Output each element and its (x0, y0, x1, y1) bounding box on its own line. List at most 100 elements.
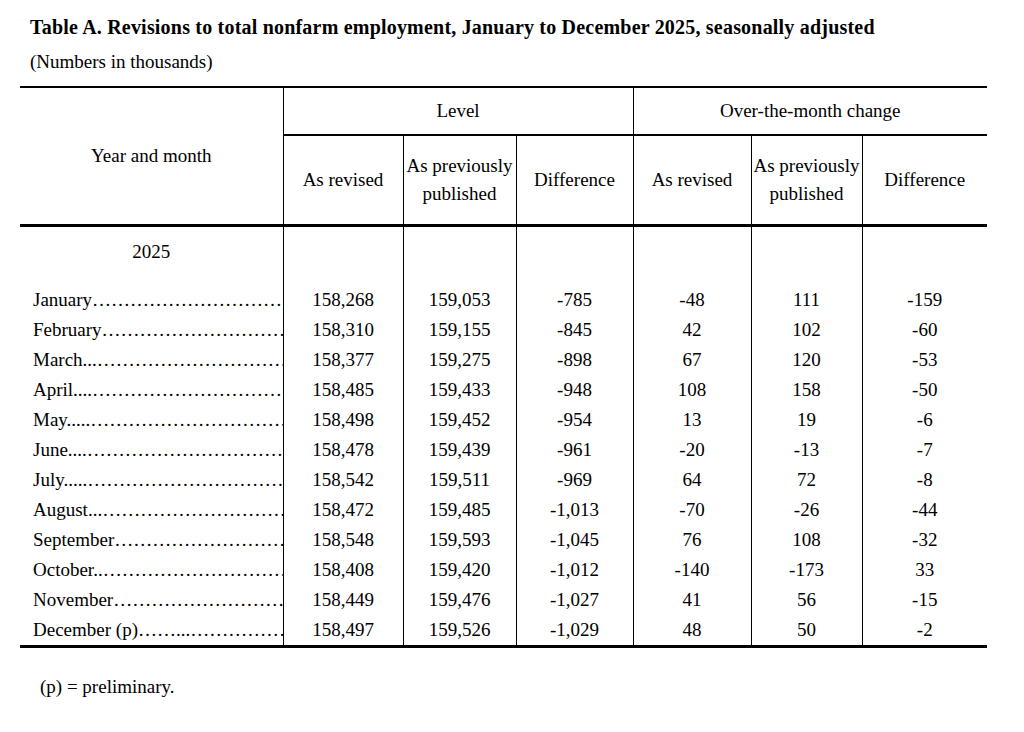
year-row: 2025 (20, 226, 987, 266)
table-cell (516, 265, 633, 285)
table-cell: 159,155 (403, 315, 516, 345)
table-cell: 50 (751, 615, 862, 647)
table-cell: -60 (862, 315, 987, 345)
table-cell: -1,029 (516, 615, 633, 647)
table-row: August...…………………………… 158,472 159,485 -1,… (20, 495, 987, 525)
table-cell: 42 (633, 315, 751, 345)
table-cell: -845 (516, 315, 633, 345)
table-cell: 158,310 (283, 315, 403, 345)
table-cell (751, 226, 862, 266)
table-row: May.....…………………………….. 158,498 159,452 -9… (20, 405, 987, 435)
table-row: January…………………………… 158,268 159,053 -785 … (20, 285, 987, 315)
revisions-table: Year and month Level Over-the-month chan… (20, 86, 987, 648)
page-subtitle: (Numbers in thousands) (30, 51, 1024, 73)
table-cell: 72 (751, 465, 862, 495)
table-cell: 158,449 (283, 585, 403, 615)
table-cell: -1,013 (516, 495, 633, 525)
table-cell: -48 (633, 285, 751, 315)
table-row: September………………………… 158,548 159,593 -1,0… (20, 525, 987, 555)
table-cell: 158,497 (283, 615, 403, 647)
table-cell: -2 (862, 615, 987, 647)
table-cell: 158,485 (283, 375, 403, 405)
table-cell (633, 265, 751, 285)
row-label: April....…………………………… (20, 375, 283, 405)
row-label: August...…………………………… (20, 495, 283, 525)
table-cell (403, 226, 516, 266)
table-cell: 158,408 (283, 555, 403, 585)
table-cell: 19 (751, 405, 862, 435)
table-cell: 159,593 (403, 525, 516, 555)
table-cell: 64 (633, 465, 751, 495)
table-cell: 159,275 (403, 345, 516, 375)
table-cell: 159,452 (403, 405, 516, 435)
table-cell: 158,478 (283, 435, 403, 465)
col-header-level-difference: Difference (516, 135, 633, 226)
table-cell: -1,027 (516, 585, 633, 615)
table-cell: -1,045 (516, 525, 633, 555)
table-cell: -954 (516, 405, 633, 435)
table-cell: -20 (633, 435, 751, 465)
table-row: November………………………… 158,449 159,476 -1,02… (20, 585, 987, 615)
row-label: July.....…………………………… (20, 465, 283, 495)
table-cell: -8 (862, 465, 987, 495)
table-cell: -140 (633, 555, 751, 585)
table-row: July.....…………………………… 158,542 159,511 -96… (20, 465, 987, 495)
table-cell: -948 (516, 375, 633, 405)
table-cell (862, 265, 987, 285)
table-row: February…………………………… 158,310 159,155 -845… (20, 315, 987, 345)
table-cell: -32 (862, 525, 987, 555)
table-cell (20, 265, 283, 285)
table-cell: 159,433 (403, 375, 516, 405)
table-cell: 48 (633, 615, 751, 647)
table-cell (403, 265, 516, 285)
table-cell: 158,542 (283, 465, 403, 495)
table-cell: -6 (862, 405, 987, 435)
table-header: Year and month Level Over-the-month chan… (20, 87, 987, 226)
table-cell: 158 (751, 375, 862, 405)
table-cell: 159,439 (403, 435, 516, 465)
table-row: October..…………………………… 158,408 159,420 -1,… (20, 555, 987, 585)
table-cell: -15 (862, 585, 987, 615)
table-cell: 159,476 (403, 585, 516, 615)
row-label: October..…………………………… (20, 555, 283, 585)
row-label: February…………………………… (20, 315, 283, 345)
table-cell: -50 (862, 375, 987, 405)
page-title: Table A. Revisions to total nonfarm empl… (30, 16, 1024, 39)
table-cell: 120 (751, 345, 862, 375)
col-header-level-as-revised: As revised (283, 135, 403, 226)
row-label: November………………………… (20, 585, 283, 615)
table-cell: -26 (751, 495, 862, 525)
group-header-level: Level (283, 87, 633, 135)
table-cell: 159,526 (403, 615, 516, 647)
table-cell: -1,012 (516, 555, 633, 585)
footnote: (p) = preliminary. (40, 676, 1024, 698)
table-cell: -53 (862, 345, 987, 375)
table-cell: 159,053 (403, 285, 516, 315)
table-cell: 13 (633, 405, 751, 435)
table-cell: 159,511 (403, 465, 516, 495)
spacer-row (20, 265, 987, 285)
table-cell: 159,420 (403, 555, 516, 585)
row-label: June....…………………………….. (20, 435, 283, 465)
col-header-year-month: Year and month (20, 87, 283, 226)
col-header-otm-as-revised: As revised (633, 135, 751, 226)
table-cell: 158,498 (283, 405, 403, 435)
table-row: June....…………………………….. 158,478 159,439 -9… (20, 435, 987, 465)
col-header-otm-as-previously-published: As previously published (751, 135, 862, 226)
row-label: January…………………………… (20, 285, 283, 315)
table-body: 2025 January…………………………… 158,268 159,053 … (20, 226, 987, 647)
table-cell: -159 (862, 285, 987, 315)
table-cell: 41 (633, 585, 751, 615)
table-cell (283, 265, 403, 285)
table-cell (751, 265, 862, 285)
table-cell: 158,268 (283, 285, 403, 315)
table-cell: -70 (633, 495, 751, 525)
year-label: 2025 (20, 226, 283, 266)
table-cell: 158,548 (283, 525, 403, 555)
table-cell: 56 (751, 585, 862, 615)
row-label: December (p)……...………………… (20, 615, 283, 647)
table-cell: 158,472 (283, 495, 403, 525)
table-cell: 108 (633, 375, 751, 405)
table-cell: -44 (862, 495, 987, 525)
table-cell (516, 226, 633, 266)
